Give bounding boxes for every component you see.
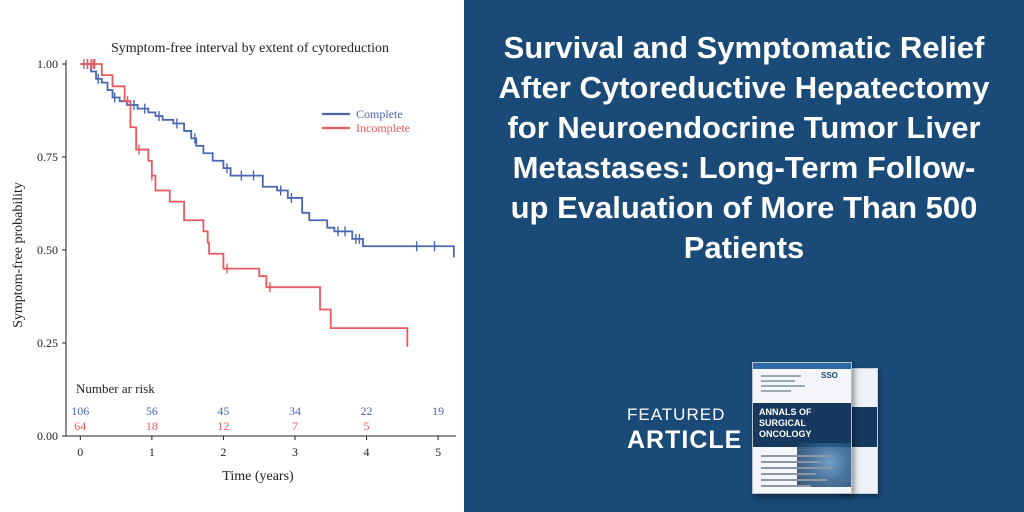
y-tick-label: 0.00 [37, 429, 58, 443]
y-tick-label: 0.25 [37, 336, 58, 350]
y-tick-label: 0.50 [37, 243, 58, 257]
risk-table: 106 56 45 34 22 19 64 18 12 7 5 [71, 404, 444, 433]
article-headline[interactable]: Survival and Symptomatic Relief After Cy… [498, 30, 990, 265]
x-tick-label: 1 [149, 445, 155, 459]
risk-count-complete: 56 [146, 404, 158, 418]
curve-complete [80, 63, 455, 258]
y-axis-label: Symptom-free probability [11, 182, 26, 328]
article-panel: Survival and Symptomatic Relief After Cy… [464, 0, 1024, 512]
x-axis-label: Time (years) [222, 469, 294, 484]
x-tick-label: 0 [77, 445, 83, 459]
risk-count-incomplete: 12 [217, 419, 229, 433]
article-label: ARTICLE [627, 426, 743, 454]
journal-cover-image: SSO ANNALS OF SURGICAL ONCOLOGY [752, 362, 880, 496]
chart-title: Symptom-free interval by extent of cytor… [111, 41, 389, 56]
risk-table-title: Number ar risk [76, 381, 155, 396]
risk-count-incomplete: 64 [74, 419, 86, 433]
x-tick-label: 2 [220, 445, 226, 459]
journal-cover-front: SSO ANNALS OF SURGICAL ONCOLOGY [752, 362, 852, 494]
legend-label-incomplete: Incomplete [356, 121, 410, 135]
x-tick-label: 3 [292, 445, 298, 459]
journal-title: ANNALS OF SURGICAL ONCOLOGY [759, 407, 812, 439]
legend-label-complete: Complete [356, 107, 403, 121]
risk-count-incomplete: 18 [146, 419, 158, 433]
y-tick-label: 1.00 [37, 57, 58, 71]
risk-count-complete: 106 [71, 404, 89, 418]
risk-count-incomplete: 7 [292, 419, 298, 433]
featured-article-label: FEATURED ARTICLE [627, 405, 742, 455]
risk-count-incomplete: 5 [364, 419, 370, 433]
chart-axes: 0.000.250.500.751.000 1 2 3 4 5 [37, 57, 456, 459]
x-tick-label: 4 [364, 445, 370, 459]
risk-count-complete: 34 [289, 404, 301, 418]
x-tick-label: 5 [435, 445, 441, 459]
risk-count-complete: 19 [432, 404, 444, 418]
sso-badge: SSO [821, 371, 838, 380]
chart-panel: Symptom-free interval by extent of cytor… [0, 0, 464, 512]
featured-label: FEATURED [627, 405, 726, 424]
chart-curves [80, 59, 455, 347]
y-tick-label: 0.75 [37, 150, 58, 164]
risk-count-complete: 45 [217, 404, 229, 418]
risk-count-complete: 22 [361, 404, 373, 418]
kaplan-meier-chart: Symptom-free interval by extent of cytor… [11, 41, 456, 484]
